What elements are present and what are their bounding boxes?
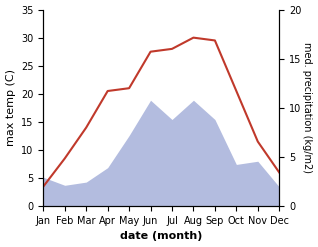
Y-axis label: med. precipitation (kg/m2): med. precipitation (kg/m2): [302, 42, 313, 173]
Y-axis label: max temp (C): max temp (C): [5, 69, 16, 146]
X-axis label: date (month): date (month): [120, 231, 203, 242]
